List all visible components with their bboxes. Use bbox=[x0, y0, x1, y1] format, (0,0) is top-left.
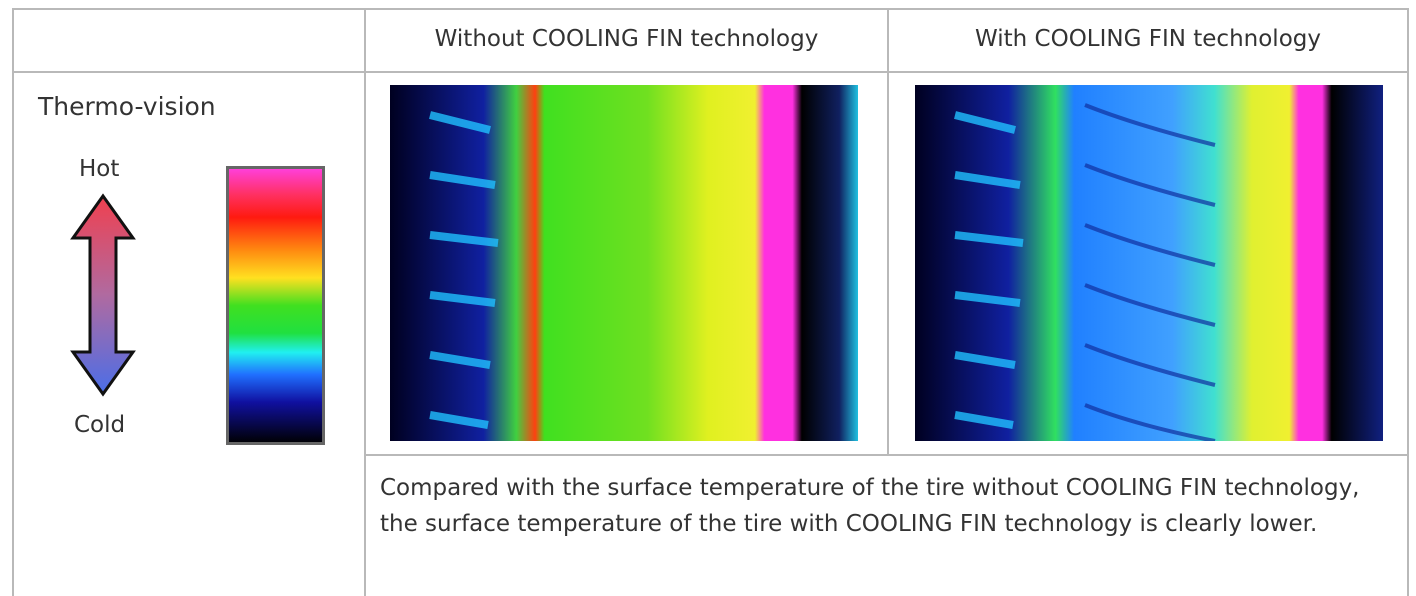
table-border bbox=[12, 71, 1409, 73]
caption: Compared with the surface temperature of… bbox=[380, 470, 1390, 542]
table-border bbox=[364, 8, 366, 596]
page: Without COOLING FIN technology With COOL… bbox=[0, 0, 1416, 596]
thermal-image-without bbox=[390, 85, 858, 441]
cold-label: Cold bbox=[74, 412, 125, 438]
thermal-image-with bbox=[915, 85, 1383, 441]
hot-cold-arrow bbox=[60, 190, 150, 402]
column-header: Without COOLING FIN technology bbox=[366, 26, 887, 52]
table-border bbox=[12, 8, 14, 596]
table-border bbox=[887, 8, 889, 455]
color-scale bbox=[226, 166, 326, 446]
table-border bbox=[12, 8, 1409, 10]
hot-label: Hot bbox=[79, 156, 119, 182]
table-border bbox=[1407, 8, 1409, 596]
legend-title: Thermo-vision bbox=[38, 92, 216, 121]
column-header: With COOLING FIN technology bbox=[889, 26, 1407, 52]
